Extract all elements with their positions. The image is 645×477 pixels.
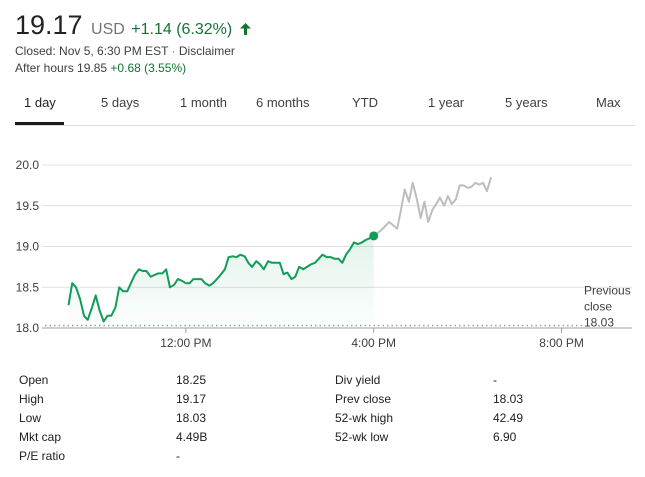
stats-row: P/E ratio - xyxy=(19,449,309,468)
y-axis-ticks: 20.0 19.5 19.0 18.5 18.0 xyxy=(16,158,40,335)
stats-row: Open 18.25 xyxy=(19,373,309,392)
stats-row: Mkt cap 4.49B xyxy=(19,430,309,449)
after-hours-price: 19.85 xyxy=(77,61,108,75)
range-tabs: 1 day 5 days 1 month 6 months YTD 1 year… xyxy=(15,88,635,126)
tab-1-year[interactable]: 1 year xyxy=(428,95,465,110)
stats-row: 52-wk high 42.49 xyxy=(335,411,625,430)
stats-label: Low xyxy=(19,411,42,425)
regular-session-price-line xyxy=(67,235,375,323)
market-status: Closed: Nov 5, 6:30 PM EST · Disclaimer xyxy=(15,44,235,58)
stats-value: 42.49 xyxy=(493,411,524,425)
tab-max[interactable]: Max xyxy=(596,95,621,110)
quote-header: 19.17 USD +1.14 (6.32%) xyxy=(15,10,251,41)
last-price-marker xyxy=(369,231,379,241)
y-tick-label: 18.0 xyxy=(16,321,40,335)
stats-row: Prev close 18.03 xyxy=(335,392,625,411)
arrow-up-icon xyxy=(239,22,251,40)
stats-label: 52-wk low xyxy=(335,430,389,444)
previous-close-value: 18.03 xyxy=(584,316,614,330)
tab-1-day[interactable]: 1 day xyxy=(24,95,56,110)
stats-value: 19.17 xyxy=(176,392,207,406)
stats-label: Div yield xyxy=(335,373,381,387)
stats-table-right: Div yield - Prev close 18.03 52-wk high 42.49… xyxy=(335,373,625,449)
stats-row: 52-wk low 6.90 xyxy=(335,430,625,449)
x-tick-label: 8:00 PM xyxy=(539,336,584,350)
stats-table-left: Open 18.25 High 19.17 Low 18.03 Mkt cap 4.49B P/… xyxy=(19,373,309,468)
previous-close-label-close: close xyxy=(584,300,612,314)
stats-value: 4.49B xyxy=(176,430,208,444)
after-hours-label: After hours xyxy=(15,61,74,75)
stats-label: P/E ratio xyxy=(19,449,66,463)
stats-row: High 19.17 xyxy=(19,392,309,411)
stats-row: Div yield - xyxy=(335,373,625,392)
currency-label: USD xyxy=(91,21,125,38)
stats-row: Low 18.03 xyxy=(19,411,309,430)
after-hours-change: +0.68 (3.55%) xyxy=(110,61,187,75)
y-tick-label: 19.5 xyxy=(16,199,40,213)
separator: · xyxy=(171,44,176,58)
tab-6-months[interactable]: 6 months xyxy=(256,95,310,110)
after-hours-info: After hours 19.85 +0.68 (3.55%) xyxy=(15,61,186,75)
tab-1-month[interactable]: 1 month xyxy=(180,95,227,110)
x-axis-ticks: 12:00 PM 4:00 PM 8:00 PM xyxy=(160,328,584,350)
stats-value: - xyxy=(493,373,497,387)
x-tick-label: 12:00 PM xyxy=(160,336,211,350)
after-hours-price-line xyxy=(373,176,493,237)
price-change: +1.14 (6.32%) xyxy=(131,21,233,38)
stats-label: Open xyxy=(19,373,49,387)
regular-session-area xyxy=(68,235,374,328)
y-tick-label: 18.5 xyxy=(16,280,40,294)
x-tick-label: 4:00 PM xyxy=(351,336,396,350)
disclaimer-link[interactable]: Disclaimer xyxy=(178,44,235,58)
y-tick-label: 19.0 xyxy=(16,240,40,254)
stats-value: 18.03 xyxy=(176,411,207,425)
closed-text: Closed: Nov 5, 6:30 PM EST xyxy=(15,44,169,58)
tab-5-years[interactable]: 5 years xyxy=(505,95,548,110)
stats-label: Prev close xyxy=(335,392,392,406)
stats-value: - xyxy=(176,449,180,463)
active-tab-indicator xyxy=(15,122,64,125)
stats-value: 6.90 xyxy=(493,430,517,444)
stats-label: 52-wk high xyxy=(335,411,394,425)
stats-value: 18.03 xyxy=(493,392,524,406)
current-price: 19.17 xyxy=(15,10,83,40)
y-tick-label: 20.0 xyxy=(16,158,40,172)
price-chart[interactable]: 20.0 19.5 19.0 18.5 18.0 12:00 PM 4:00 PM 8:00… xyxy=(0,140,645,360)
stats-label: High xyxy=(19,392,44,406)
tab-ytd[interactable]: YTD xyxy=(352,95,378,110)
stats-value: 18.25 xyxy=(176,373,207,387)
tab-5-days[interactable]: 5 days xyxy=(101,95,140,110)
previous-close-label: Previous xyxy=(584,284,631,298)
stats-label: Mkt cap xyxy=(19,430,62,444)
